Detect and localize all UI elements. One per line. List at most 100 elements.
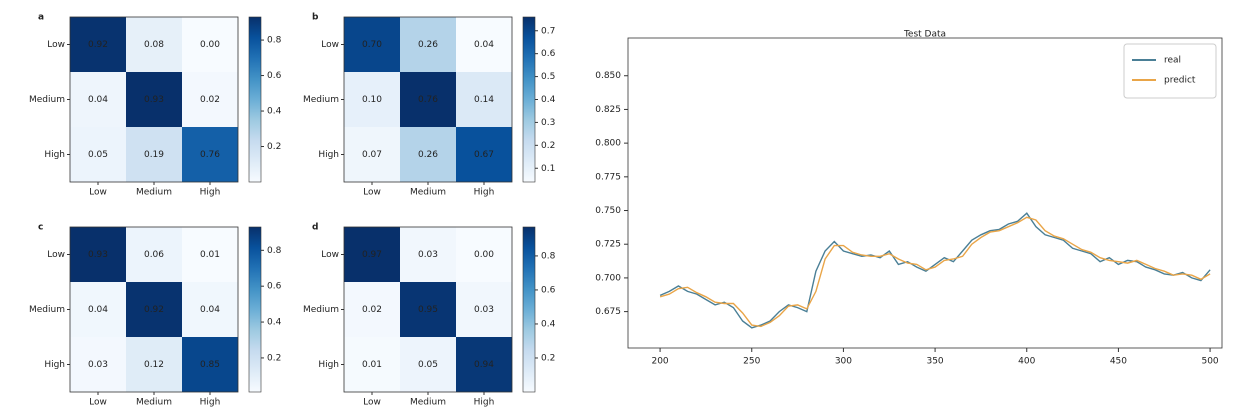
colorbar-tick-label: 0.2 xyxy=(267,142,281,152)
heatmap-cell xyxy=(182,17,238,72)
y-tick-label: 0.850 xyxy=(595,71,621,81)
line-series xyxy=(659,216,1211,328)
heatmap-cell xyxy=(456,17,512,72)
heatmap-cell xyxy=(126,72,182,127)
x-tick-label: Low xyxy=(363,188,381,198)
colorbar-tick-label: 0.3 xyxy=(541,118,555,128)
cell-label: 0.00 xyxy=(474,250,494,260)
colorbar-tick-label: 0.2 xyxy=(541,141,555,151)
heatmap-cell xyxy=(70,127,126,182)
heatmap-cell xyxy=(182,227,238,282)
y-tick-label: 0.825 xyxy=(595,105,621,115)
colorbar-tick-label: 0.8 xyxy=(267,246,282,256)
y-tick-label: Medium xyxy=(303,305,339,315)
heatmap-cell xyxy=(182,127,238,182)
cell-label: 0.94 xyxy=(474,360,494,370)
heatmap-cell xyxy=(126,282,182,337)
x-tick-label: Medium xyxy=(410,188,446,198)
heatmap-cell xyxy=(70,337,126,392)
heatmap-cell xyxy=(456,72,512,127)
cell-label: 0.10 xyxy=(362,95,382,105)
x-tick-label: 300 xyxy=(835,357,852,367)
x-tick-label: High xyxy=(200,188,221,198)
cell-label: 0.03 xyxy=(88,360,108,370)
y-tick-label: Low xyxy=(321,250,339,260)
legend-box xyxy=(1123,43,1217,99)
cell-label: 0.04 xyxy=(88,305,108,315)
cell-label: 0.76 xyxy=(200,150,220,160)
x-tick-label: Low xyxy=(89,188,107,198)
heatmap-cell xyxy=(126,227,182,282)
cell-label: 0.04 xyxy=(200,305,220,315)
cell-label: 0.26 xyxy=(418,40,438,50)
panel-label: a xyxy=(38,13,44,23)
y-tick-label: Medium xyxy=(303,95,339,105)
y-tick-label: Medium xyxy=(29,95,65,105)
heatmap-cell xyxy=(126,337,182,392)
heatmap-cell xyxy=(344,72,400,127)
cell-label: 0.19 xyxy=(144,150,164,160)
x-tick-label: 400 xyxy=(1018,357,1035,367)
colorbar-tick-label: 0.5 xyxy=(541,72,555,82)
y-tick-label: 0.775 xyxy=(595,172,621,182)
line-series xyxy=(659,212,1211,329)
heatmap-cell xyxy=(344,17,400,72)
cell-label: 0.14 xyxy=(474,95,494,105)
heatmap-cell xyxy=(182,282,238,337)
y-tick-label: 0.675 xyxy=(595,307,621,317)
y-tick-label: Medium xyxy=(29,305,65,315)
cell-label: 0.05 xyxy=(418,360,438,370)
x-tick-label: Medium xyxy=(136,398,172,408)
colorbar-tick-label: 0.4 xyxy=(267,107,282,117)
cell-label: 0.97 xyxy=(362,250,382,260)
cell-label: 0.03 xyxy=(418,250,438,260)
cell-label: 0.95 xyxy=(418,305,438,315)
cell-label: 0.02 xyxy=(200,95,220,105)
heatmap-cell xyxy=(344,127,400,182)
panel-label: b xyxy=(312,13,319,23)
plot-frame xyxy=(627,37,1223,349)
colorbar xyxy=(248,16,262,183)
x-tick-label: High xyxy=(200,398,221,408)
colorbar-tick-label: 0.6 xyxy=(541,49,556,59)
colorbar-tick-label: 0.7 xyxy=(541,26,555,36)
heatmap-cell xyxy=(400,337,456,392)
colorbar-tick-label: 0.4 xyxy=(541,319,556,329)
x-tick-label: 450 xyxy=(1110,357,1127,367)
x-tick-label: 500 xyxy=(1201,357,1218,367)
cell-label: 0.12 xyxy=(144,360,164,370)
cell-label: 0.06 xyxy=(144,250,164,260)
cell-label: 0.01 xyxy=(200,250,220,260)
x-tick-label: 350 xyxy=(926,357,943,367)
colorbar-tick-label: 0.2 xyxy=(267,353,281,363)
heatmap-cell xyxy=(400,17,456,72)
colorbar-tick-label: 0.8 xyxy=(267,36,282,46)
cell-label: 0.70 xyxy=(362,40,382,50)
heatmap-cell xyxy=(456,282,512,337)
y-tick-label: 0.800 xyxy=(595,139,621,149)
cell-label: 0.26 xyxy=(418,150,438,160)
colorbar xyxy=(248,226,262,393)
y-tick-label: High xyxy=(318,360,339,370)
y-tick-label: High xyxy=(318,150,339,160)
cell-label: 0.04 xyxy=(88,95,108,105)
heatmap-cell xyxy=(456,337,512,392)
colorbar-tick-label: 0.4 xyxy=(267,318,282,328)
y-tick-label: 0.725 xyxy=(595,240,621,250)
x-tick-label: 200 xyxy=(651,357,668,367)
heatmap-cell xyxy=(70,282,126,337)
cell-label: 0.93 xyxy=(88,250,108,260)
heatmap-cell xyxy=(400,282,456,337)
colorbar-tick-label: 0.1 xyxy=(541,164,555,174)
cell-label: 0.92 xyxy=(88,40,108,50)
x-tick-label: High xyxy=(474,398,495,408)
cell-label: 0.85 xyxy=(200,360,220,370)
cell-label: 0.07 xyxy=(362,150,382,160)
chart-title: Test Data xyxy=(903,30,946,40)
cell-label: 0.67 xyxy=(474,150,494,160)
colorbar xyxy=(522,226,536,393)
heatmap-cell xyxy=(456,127,512,182)
heatmap-cell xyxy=(344,227,400,282)
heatmap-cell xyxy=(456,227,512,282)
colorbar xyxy=(522,16,536,183)
